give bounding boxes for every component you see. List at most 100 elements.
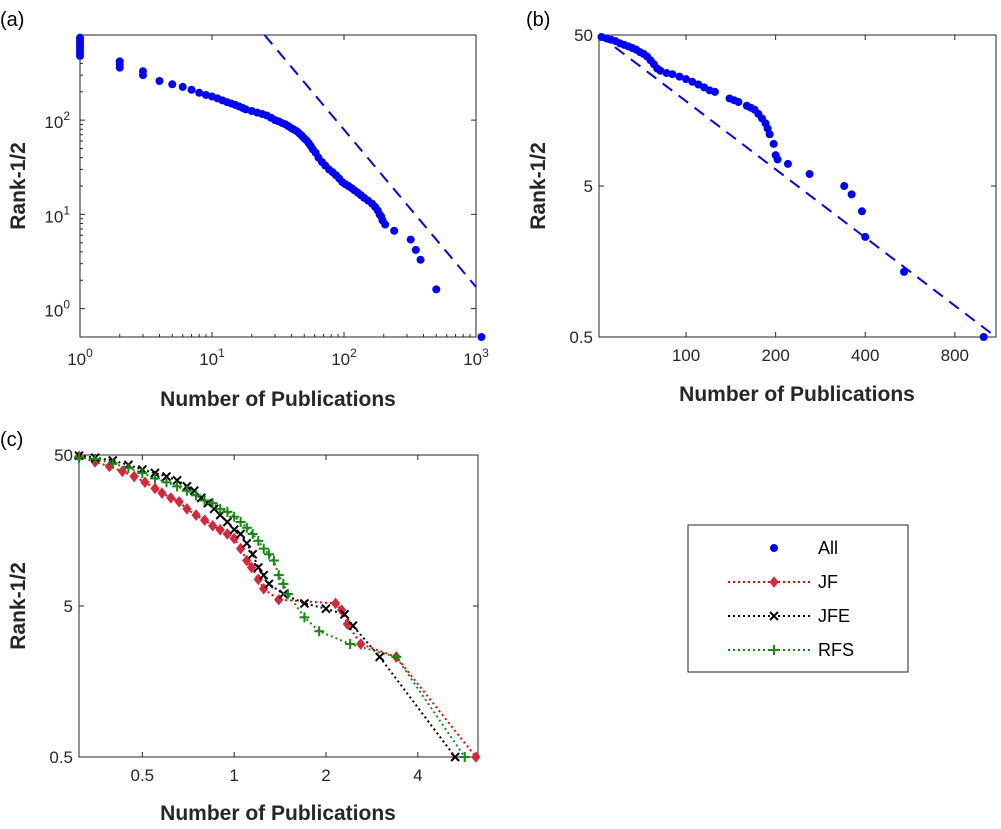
data-point-rfs: [391, 651, 402, 662]
y-tick-label-c: 50: [54, 446, 73, 465]
x-tick-label-c: 1: [229, 766, 238, 785]
data-point-jf: [330, 597, 341, 610]
data-point-rfs: [149, 473, 160, 484]
data-point-jf: [150, 482, 160, 495]
panel-label-a: (a): [0, 9, 24, 31]
data-point-rfs: [74, 452, 84, 463]
data-point-rfs: [459, 752, 470, 762]
data-point-jfe: [229, 525, 239, 535]
data-point-rfs: [199, 495, 210, 506]
data-point-all: [432, 285, 441, 294]
data-point-jfe: [348, 621, 358, 631]
data-point-jfe: [247, 549, 258, 560]
data-point-all: [769, 139, 778, 148]
data-point-rfs: [161, 477, 172, 488]
x-tick-label-b: 400: [851, 346, 879, 365]
y-tick-label-a: 100: [44, 298, 70, 321]
data-point-rfs: [215, 503, 226, 514]
data-point-jf: [215, 523, 225, 536]
data-point-jf: [246, 561, 257, 574]
x-tick-label-b: 200: [761, 346, 789, 365]
legend-label: RFS: [818, 640, 854, 660]
data-point-all: [857, 207, 866, 216]
data-point-rfs: [90, 454, 101, 465]
series-line-jfe: [78, 454, 456, 758]
data-point-rfs: [314, 626, 325, 637]
x-tick-label-b: 800: [941, 346, 969, 365]
data-point-rfs: [235, 516, 246, 527]
data-point-rfs: [137, 467, 148, 478]
panel-label-b: (b): [526, 9, 550, 31]
y-tick-label-a: 101: [44, 203, 70, 226]
data-point-rfs: [299, 612, 310, 623]
data-point-rfs: [273, 570, 284, 581]
data-point-rfs: [247, 528, 258, 539]
ticks-c: 0.5 1 2 4 0.5 5 50: [49, 446, 478, 785]
legend-marker-diamond: [769, 576, 779, 588]
x-axis-title-c: Number of Publications: [160, 802, 396, 825]
data-point-jfe: [450, 752, 460, 762]
data-point-all: [241, 105, 250, 114]
data-point-jfe: [259, 570, 269, 580]
data-point-all: [411, 245, 420, 254]
y-tick-label-b: 5: [584, 177, 593, 196]
chart-panel-b: 100 200 400 800 0.5 5 50 Number of Publication…: [527, 26, 997, 406]
chart-panel-a: 100 101 102 103 100 101 102 Number of Publicat…: [7, 33, 489, 411]
legend-label: JF: [818, 572, 838, 592]
data-point-jf: [235, 542, 246, 555]
data-point-jf: [222, 528, 233, 540]
x-axis-title-b: Number of Publications: [679, 383, 915, 406]
data-point-all: [76, 51, 84, 60]
data-point-jfe: [242, 538, 252, 549]
data-point-all: [381, 220, 390, 229]
data-b: [597, 32, 997, 341]
data-point-all: [805, 170, 814, 179]
legend-marker-dot: [770, 544, 778, 552]
data-point-all: [477, 333, 486, 341]
data-point-all: [201, 90, 210, 99]
data-point-all: [187, 85, 196, 94]
data-point-jf: [166, 492, 176, 504]
chart-panel-c: 0.5 1 2 4 0.5 5 50 Number of Publications Rank…: [7, 446, 481, 825]
legend-box: [687, 524, 909, 673]
y-axis-title-c: Rank-1/2: [7, 562, 30, 650]
data-point-all: [195, 88, 204, 97]
data-point-rfs: [282, 589, 293, 600]
legend-item-rfs: RFS: [728, 640, 854, 660]
data-point-jfe: [299, 598, 310, 609]
plot-frame-c: [78, 454, 479, 758]
legend-label: JFE: [818, 606, 850, 626]
data-c: [74, 450, 481, 763]
data-point-jfe: [374, 652, 385, 662]
data-point-jf: [199, 514, 210, 527]
x-tick-label-a: 101: [199, 346, 225, 369]
data-point-all: [390, 226, 399, 235]
y-tick-label-a: 102: [44, 109, 70, 132]
fit-line-a: [263, 34, 477, 288]
legend-marker-x: [769, 611, 779, 621]
y-axis-title-b: Rank-1/2: [527, 142, 550, 230]
data-point-rfs: [222, 506, 233, 517]
y-tick-label-c: 0.5: [49, 748, 73, 767]
data-point-all: [847, 190, 856, 199]
legend-label: All: [818, 538, 838, 558]
x-axis-title-a: Number of Publications: [160, 388, 396, 411]
data-a: [76, 33, 486, 341]
data-point-all: [783, 159, 792, 168]
data-point-all: [710, 87, 719, 96]
data-point-all: [688, 77, 697, 86]
y-tick-label-b: 50: [574, 26, 593, 45]
x-tick-label-c: 4: [413, 766, 422, 785]
data-point-jf: [207, 519, 218, 532]
legend-item-jfe: JFE: [728, 606, 850, 626]
data-point-rfs: [207, 498, 218, 509]
data-point-jfe: [161, 471, 172, 482]
data-point-all: [155, 77, 164, 86]
data-point-jfe: [172, 475, 182, 485]
data-point-all: [765, 130, 774, 139]
data-point-all: [168, 80, 177, 89]
data-point-rfs: [345, 639, 356, 650]
x-tick-label-c: 0.5: [131, 766, 155, 785]
data-point-jfe: [235, 529, 246, 539]
data-point-all: [178, 82, 187, 91]
